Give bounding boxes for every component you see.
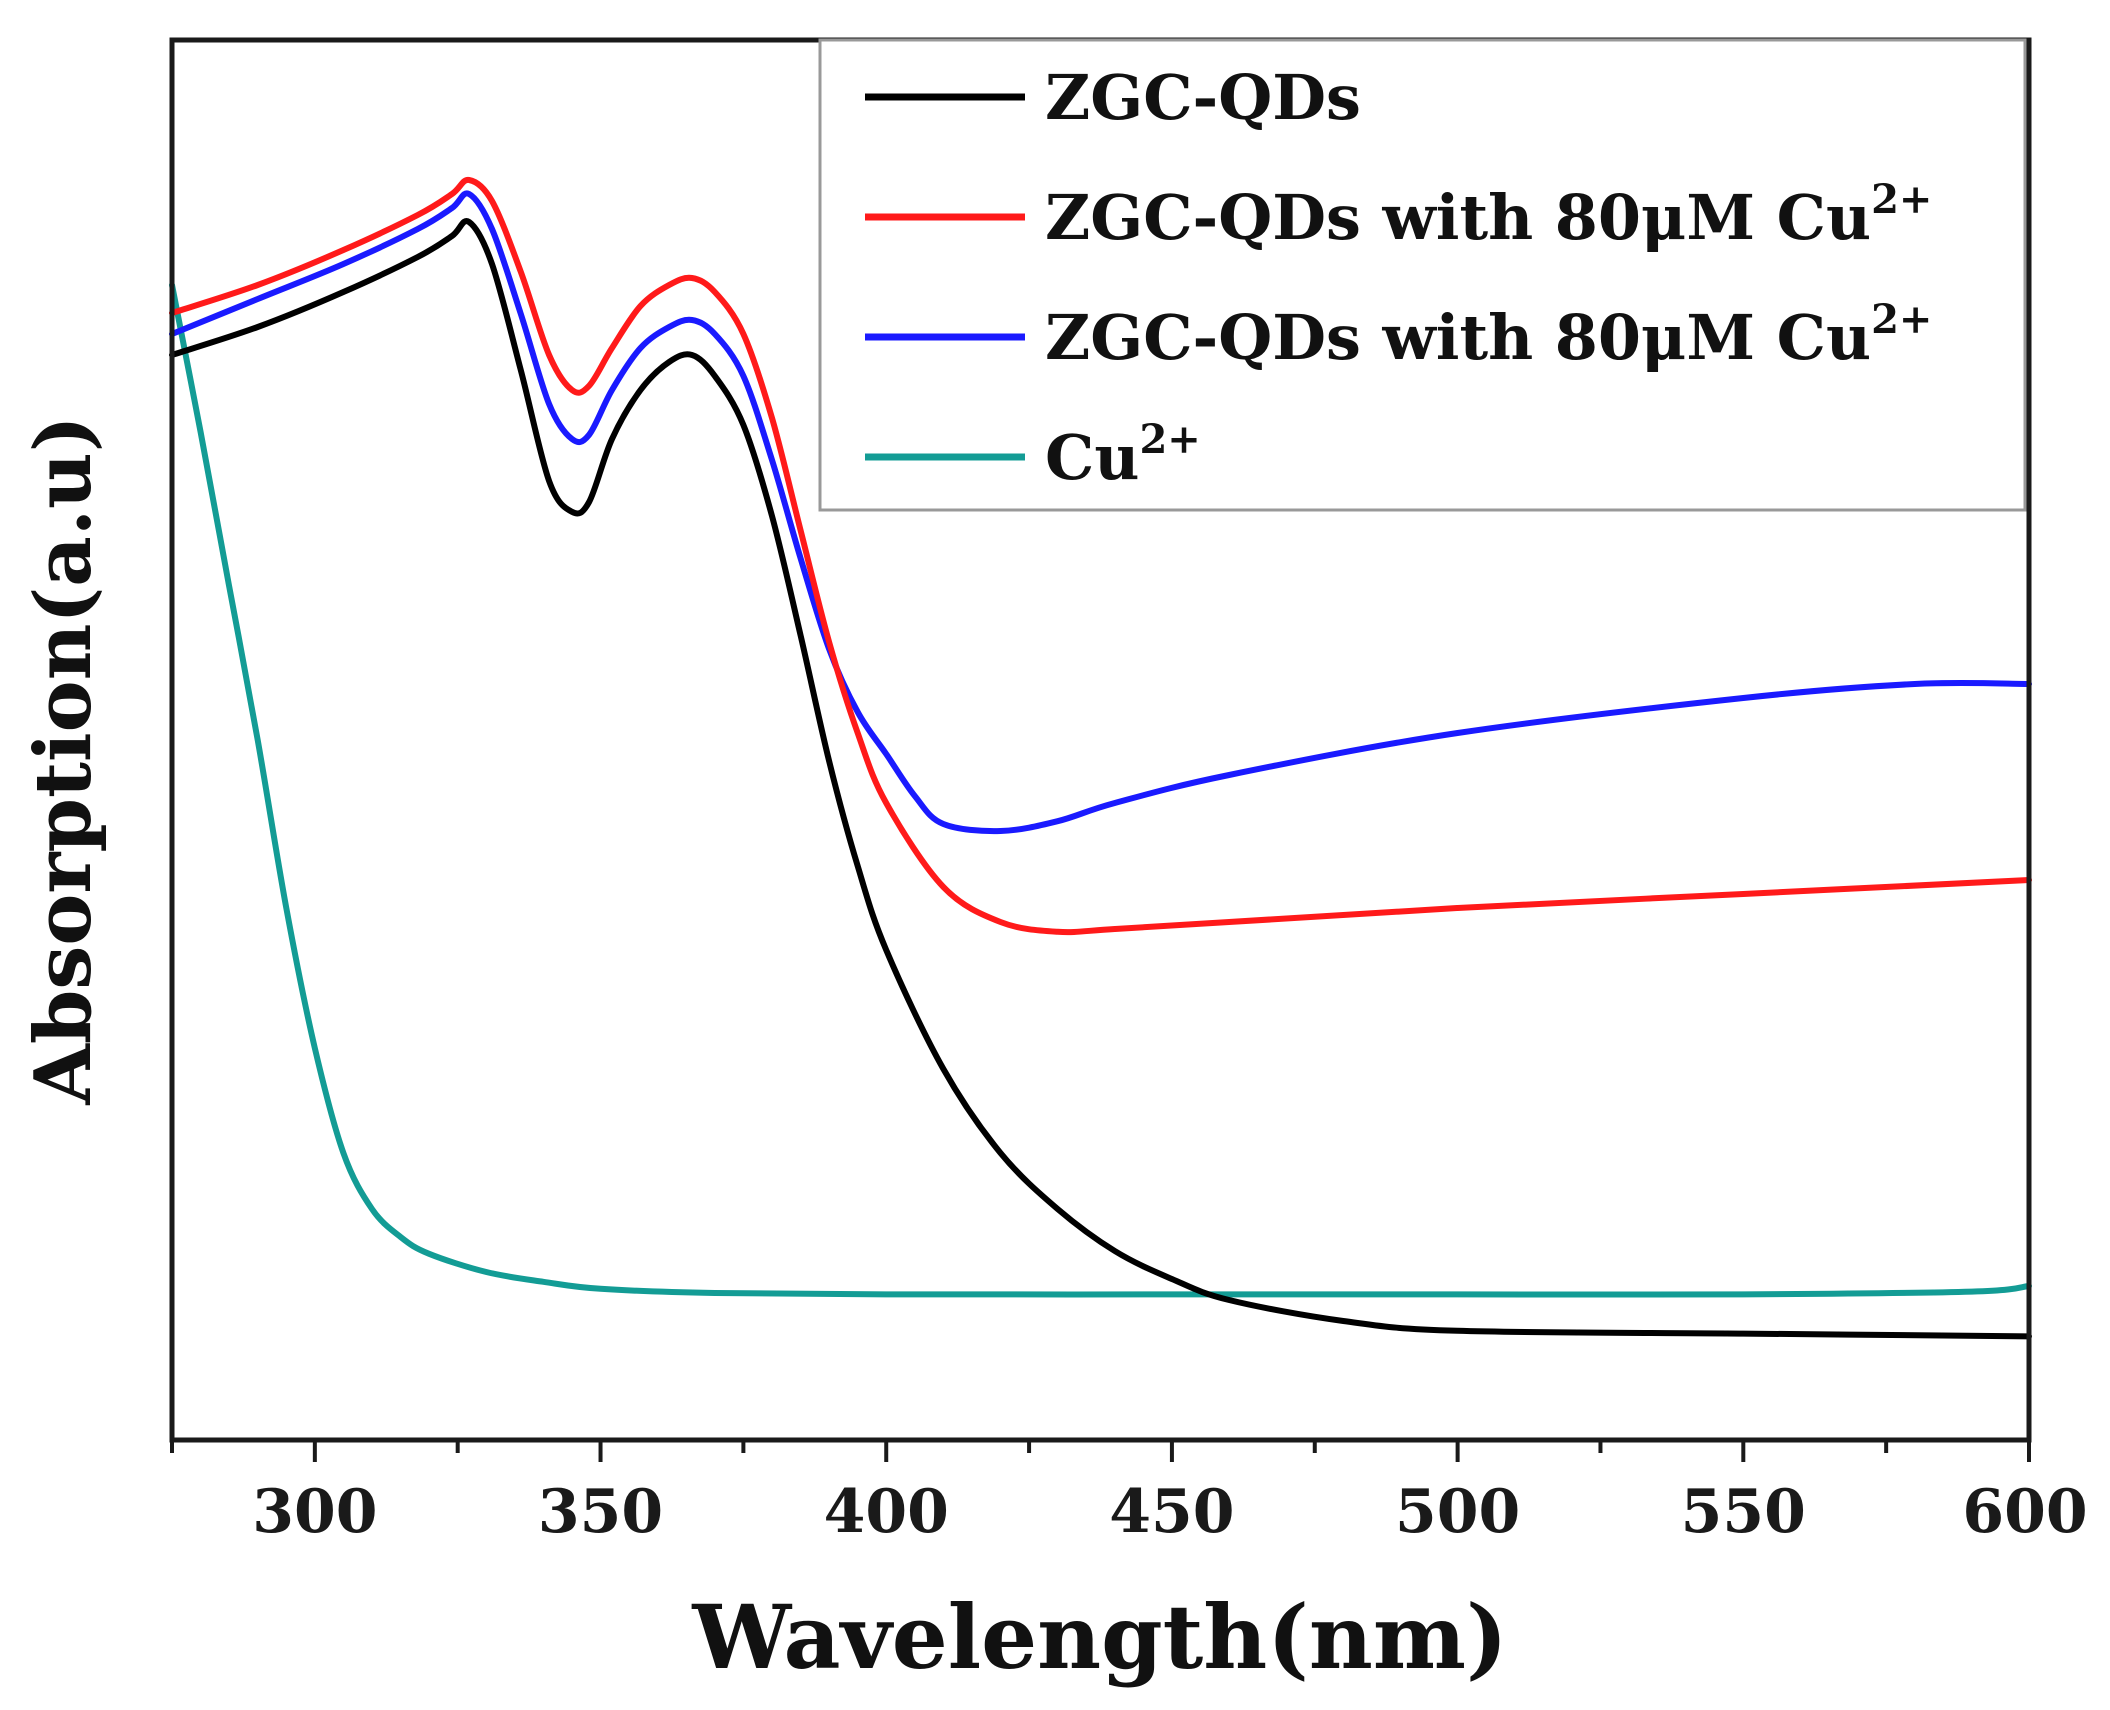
legend-label-main-3: Cu: [1045, 421, 1139, 494]
legend-label-1: ZGC-QDs with 80μM Cu2+: [1045, 176, 1932, 254]
legend-box: [818, 38, 2027, 512]
x-axis-ticks: [170, 1440, 2031, 1462]
legend-label-main-2: ZGC-QDs with 80μM Cu: [1045, 301, 1871, 374]
x-tick-label-300: 300: [252, 1477, 377, 1547]
legend-label-0: ZGC-QDs: [1045, 61, 1361, 134]
series-line-0: [169, 218, 2032, 1340]
x-tick-label-450: 450: [1109, 1477, 1234, 1547]
y-axis-title: Absorption(a.u): [18, 415, 109, 1105]
x-tick-label-350: 350: [538, 1477, 663, 1547]
series-line-2: [169, 190, 2032, 835]
series-line-1: [169, 176, 2032, 936]
series-layer: [169, 176, 2032, 1340]
x-axis-title: Wavelength(nm): [691, 1585, 1507, 1689]
x-axis-tick-labels: 300 350 400 450 500 550 600: [252, 1477, 2087, 1547]
legend-label-sup-3: 2+: [1139, 416, 1200, 463]
legend-label-2: ZGC-QDs with 80μM Cu2+: [1045, 296, 1932, 374]
legend-label-sup-2: 2+: [1871, 296, 1932, 343]
legend-label-sup-1: 2+: [1871, 176, 1932, 223]
x-tick-label-600: 600: [1962, 1477, 2087, 1547]
legend-label-main-1: ZGC-QDs with 80μM Cu: [1045, 181, 1871, 254]
legend-label-main-0: ZGC-QDs: [1045, 61, 1361, 134]
x-tick-label-550: 550: [1681, 1477, 1806, 1547]
legend-label-3: Cu2+: [1045, 416, 1201, 494]
x-tick-label-400: 400: [824, 1477, 949, 1547]
series-line-3: [169, 282, 2032, 1298]
x-tick-label-500: 500: [1395, 1477, 1520, 1547]
